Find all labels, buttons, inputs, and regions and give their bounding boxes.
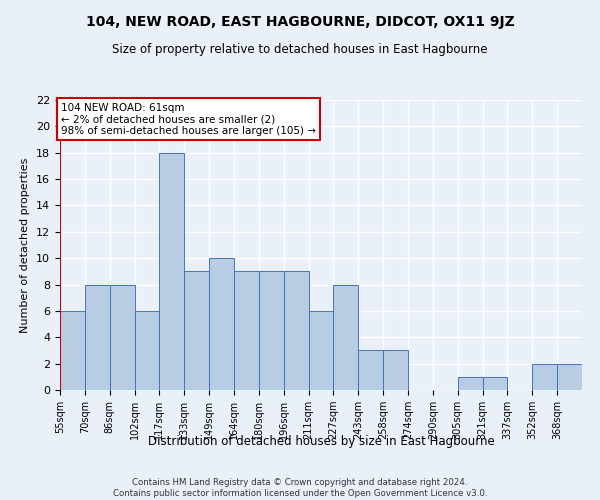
Bar: [110, 284, 134, 390]
Text: 104, NEW ROAD, EAST HAGBOURNE, DIDCOT, OX11 9JZ: 104, NEW ROAD, EAST HAGBOURNE, DIDCOT, O…: [86, 15, 514, 29]
Text: Contains HM Land Registry data © Crown copyright and database right 2024.
Contai: Contains HM Land Registry data © Crown c…: [113, 478, 487, 498]
Bar: [334, 284, 358, 390]
Bar: [308, 311, 334, 390]
Bar: [482, 377, 508, 390]
Bar: [134, 311, 160, 390]
Bar: [85, 284, 110, 390]
Bar: [259, 272, 284, 390]
Bar: [284, 272, 308, 390]
Text: Size of property relative to detached houses in East Hagbourne: Size of property relative to detached ho…: [112, 42, 488, 56]
Bar: [557, 364, 582, 390]
Bar: [358, 350, 383, 390]
Bar: [184, 272, 209, 390]
Bar: [60, 311, 85, 390]
Bar: [458, 377, 482, 390]
Y-axis label: Number of detached properties: Number of detached properties: [20, 158, 31, 332]
Bar: [234, 272, 259, 390]
Bar: [160, 152, 184, 390]
Bar: [383, 350, 408, 390]
Text: Distribution of detached houses by size in East Hagbourne: Distribution of detached houses by size …: [148, 435, 494, 448]
Text: 104 NEW ROAD: 61sqm
← 2% of detached houses are smaller (2)
98% of semi-detached: 104 NEW ROAD: 61sqm ← 2% of detached hou…: [61, 102, 316, 136]
Bar: [532, 364, 557, 390]
Bar: [209, 258, 234, 390]
